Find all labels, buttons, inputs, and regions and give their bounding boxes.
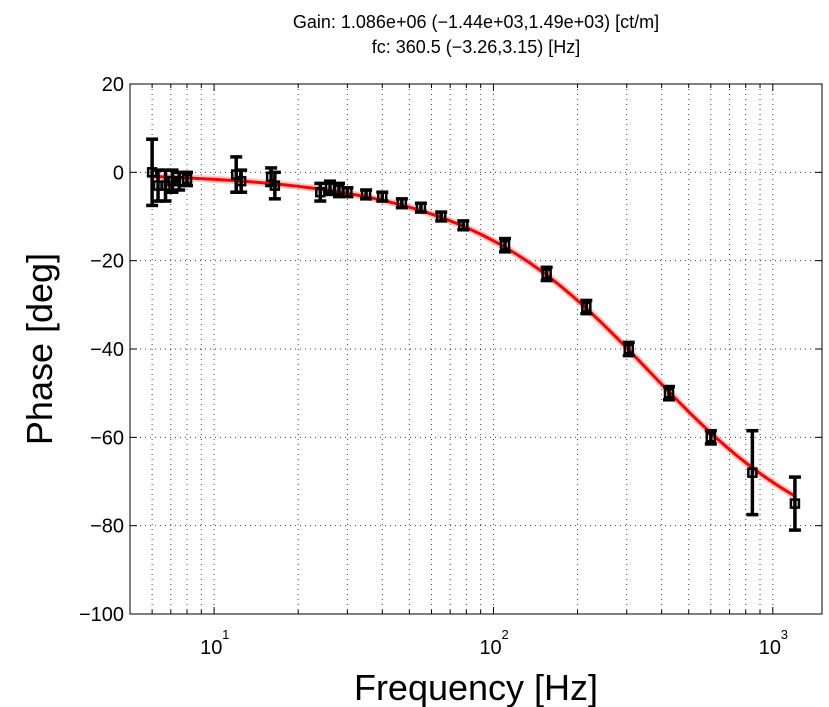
fit-curve [152, 175, 796, 498]
data-point [314, 181, 327, 203]
data-point [414, 201, 427, 214]
x-tick-exponent: 2 [501, 627, 508, 642]
data-marker [663, 387, 675, 399]
data-marker [581, 301, 592, 313]
data-marker [167, 175, 178, 187]
fit-curve-layer [151, 173, 797, 500]
data-point [622, 340, 635, 358]
data-marker [360, 189, 372, 200]
data-point [580, 298, 593, 316]
data-marker [705, 432, 717, 443]
data-marker [181, 173, 193, 185]
data-point [235, 168, 248, 194]
y-tick-label: −100 [79, 604, 124, 626]
data-point [376, 190, 389, 203]
data-marker [747, 467, 758, 478]
y-tick-label: −40 [90, 339, 124, 361]
data-marker [146, 167, 158, 178]
data-marker [623, 343, 634, 355]
title-gain-line: Gain: 1.086e+06 (−1.44e+03,1.49e+03) [ct… [293, 12, 659, 32]
data-marker [396, 198, 408, 209]
data-marker [235, 175, 247, 187]
data-point [662, 384, 675, 402]
y-tick-labels: 20 0 −20 −40 −60 −80 −100 [79, 74, 124, 626]
data-point [499, 236, 512, 254]
data-point [457, 219, 470, 232]
title-fc-line: fc: 360.5 (−3.26,3.15) [Hz] [372, 37, 581, 57]
data-point [540, 265, 553, 283]
data-point [268, 170, 281, 201]
chart-title: Gain: 1.086e+06 (−1.44e+03,1.49e+03) [ct… [293, 12, 659, 57]
data-marker [342, 186, 353, 198]
data-point [166, 168, 179, 194]
x-tick-label: 10 [759, 637, 781, 659]
data-marker [458, 220, 469, 231]
data-marker [789, 498, 801, 509]
data-marker [435, 211, 447, 222]
data-points-layer [146, 137, 801, 532]
y-axis-label: Phase [deg] [19, 253, 60, 445]
data-point [395, 197, 408, 210]
data-point [704, 428, 717, 446]
data-point [435, 210, 448, 223]
axis-ticks [129, 83, 822, 615]
data-marker [269, 180, 281, 191]
data-marker [377, 191, 388, 202]
data-marker [499, 239, 511, 251]
data-point [146, 137, 159, 208]
x-tick-exponent: 1 [222, 627, 229, 642]
data-point [341, 186, 354, 199]
x-tick-label: 10 [479, 637, 501, 659]
data-point [181, 170, 194, 188]
x-axis-label: Frequency [Hz] [354, 667, 598, 707]
grid [129, 84, 822, 614]
y-tick-label: 0 [113, 162, 124, 184]
data-point [360, 188, 373, 201]
y-tick-label: −60 [90, 427, 124, 449]
x-tick-label: 10 [200, 637, 222, 659]
y-tick-label: 20 [102, 74, 124, 96]
data-point [788, 475, 801, 532]
data-marker [415, 202, 427, 213]
data-marker [315, 186, 326, 198]
y-tick-label: −80 [90, 516, 124, 538]
data-marker [541, 268, 552, 280]
x-tick-exponent: 3 [781, 627, 788, 642]
y-tick-label: −20 [90, 251, 124, 273]
data-point [746, 428, 759, 517]
